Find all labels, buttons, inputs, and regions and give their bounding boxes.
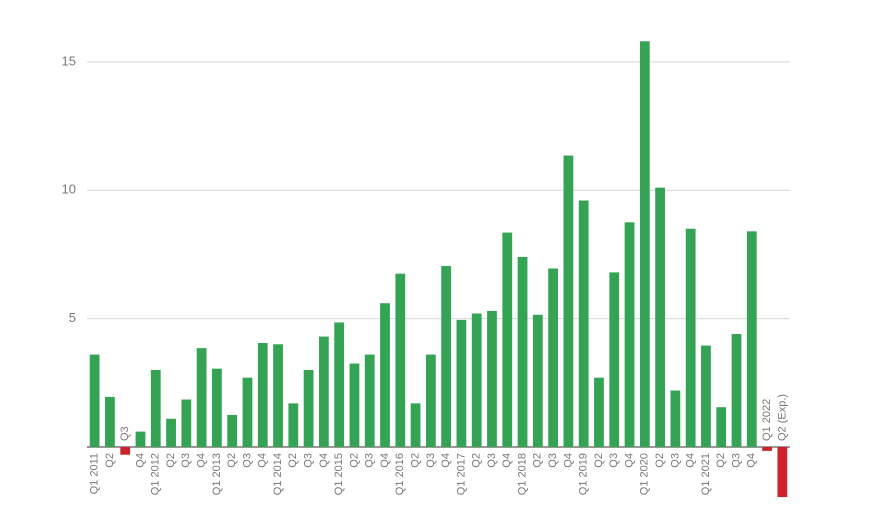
x-tick-label: Q3 — [180, 453, 192, 468]
x-tick-label: Q1 2016 — [394, 453, 406, 495]
x-tick-label: Q2 — [104, 453, 116, 468]
x-tick-label: Q4 — [134, 453, 146, 468]
bar — [150, 369, 161, 448]
bar — [578, 200, 589, 448]
x-tick-label: Q3 — [669, 453, 681, 468]
x-tick-label: Q1 2021 — [700, 453, 712, 495]
bar — [639, 41, 650, 448]
x-tick-label: Q1 2015 — [333, 453, 345, 495]
x-tick-label: Q1 2014 — [272, 453, 284, 495]
bar — [395, 273, 406, 448]
bar — [762, 447, 772, 451]
bar — [196, 348, 207, 448]
x-tick-label: Q1 2022 — [761, 399, 773, 441]
bar — [318, 336, 329, 448]
x-tick-label: Q3 — [119, 426, 131, 441]
x-tick-label: Q2 — [348, 453, 360, 468]
x-tick-label: Q1 2013 — [211, 453, 223, 495]
y-tick-label: 10 — [62, 182, 76, 197]
bar — [471, 313, 482, 448]
bar — [517, 256, 528, 448]
bar — [334, 322, 345, 448]
bar — [563, 155, 574, 448]
bar — [685, 228, 696, 448]
bar — [105, 396, 115, 448]
bar — [212, 368, 222, 448]
bar — [273, 344, 283, 448]
bar — [670, 390, 681, 448]
bar — [227, 414, 238, 448]
bar — [257, 343, 268, 448]
x-tick-label: Q4 — [501, 453, 513, 468]
bar — [609, 272, 620, 448]
x-tick-label: Q1 2018 — [516, 453, 528, 495]
x-tick-label: Q2 — [226, 453, 238, 468]
bar — [242, 377, 253, 448]
bar — [303, 369, 314, 448]
bar — [166, 418, 176, 448]
bar — [655, 187, 665, 448]
bar — [456, 319, 467, 448]
x-tick-label: Q4 — [440, 453, 452, 468]
x-tick-label: Q3 — [608, 453, 620, 468]
x-tick-label: Q1 2019 — [578, 453, 590, 495]
x-tick-label: Q3 — [547, 453, 559, 468]
x-tick-label: Q2 (Exp.) — [776, 394, 788, 441]
x-tick-label: Q4 — [623, 453, 635, 468]
bar — [380, 303, 390, 448]
x-tick-label: Q2 — [471, 453, 483, 468]
bar — [89, 354, 100, 448]
x-tick-label: Q4 — [318, 453, 330, 468]
x-tick-label: Q1 2017 — [455, 453, 467, 495]
x-tick-label: Q2 — [593, 453, 605, 468]
x-tick-label: Q4 — [379, 453, 391, 468]
bar — [181, 399, 192, 448]
x-tick-label: Q2 — [654, 453, 666, 468]
bar — [716, 407, 727, 448]
x-tick-label: Q2 — [287, 453, 299, 468]
bar — [487, 310, 497, 448]
x-tick-label: Q3 — [364, 453, 376, 468]
x-tick-label: Q2 — [165, 453, 177, 468]
bar — [364, 354, 375, 448]
y-tick-label: 15 — [62, 53, 76, 68]
x-tick-label: Q4 — [746, 453, 758, 468]
bar — [425, 354, 436, 448]
bar — [288, 403, 299, 448]
x-tick-label: Q4 — [196, 453, 208, 468]
x-tick-label: Q3 — [241, 453, 253, 468]
x-tick-label: Q3 — [486, 453, 498, 468]
bar — [349, 363, 360, 448]
bar — [731, 334, 742, 448]
x-tick-label: Q3 — [730, 453, 742, 468]
x-tick-label: Q2 — [409, 453, 421, 468]
bar — [441, 265, 452, 448]
x-tick-label: Q3 — [303, 453, 315, 468]
bar — [532, 314, 543, 448]
x-tick-label: Q1 2020 — [639, 453, 651, 495]
x-tick-label: Q4 — [562, 453, 574, 468]
bar — [135, 431, 146, 448]
x-tick-label: Q4 — [685, 453, 697, 468]
x-tick-label: Q1 2012 — [150, 453, 162, 495]
bar — [410, 403, 421, 448]
bar — [120, 447, 131, 455]
bar — [594, 377, 604, 448]
x-tick-label: Q3 — [425, 453, 437, 468]
bar — [701, 345, 711, 448]
bar — [502, 232, 513, 448]
bar — [624, 222, 635, 448]
bar — [548, 268, 559, 448]
x-tick-label: Q2 — [532, 453, 544, 468]
x-tick-label: Q4 — [257, 453, 269, 468]
y-tick-label: 5 — [69, 310, 76, 325]
x-tick-label: Q1 2011 — [89, 453, 101, 494]
bar — [777, 447, 788, 498]
x-tick-label: Q2 — [715, 453, 727, 468]
bar — [746, 231, 757, 448]
